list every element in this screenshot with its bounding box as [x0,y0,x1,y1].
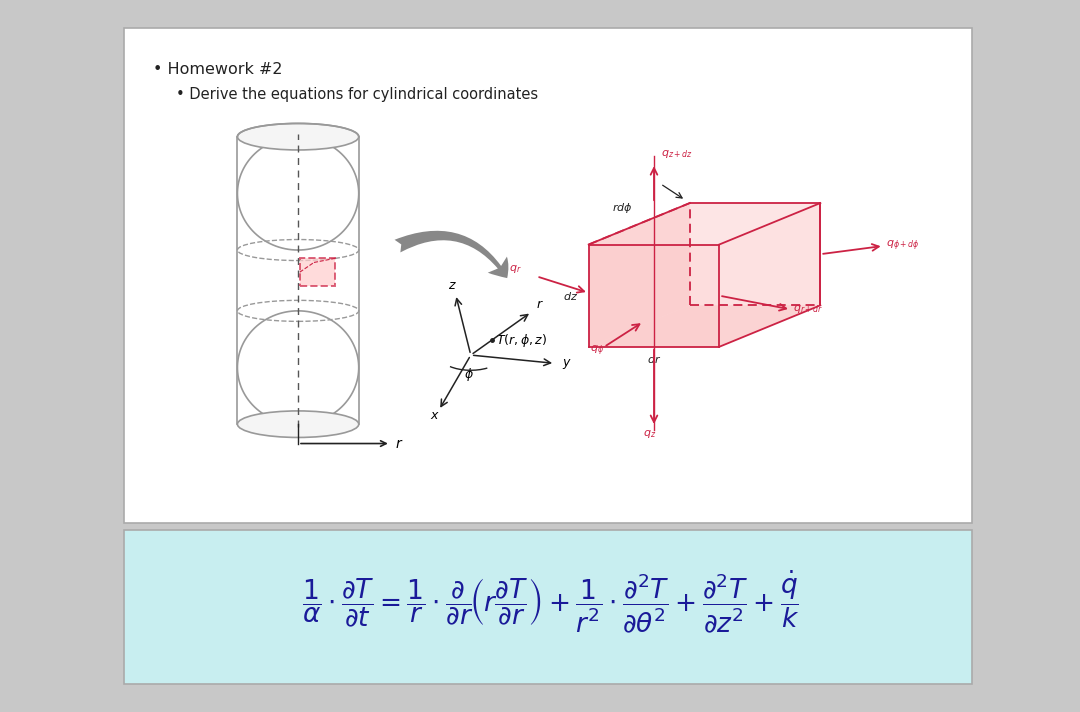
Text: $\phi$: $\phi$ [464,366,474,383]
Text: $z$: $z$ [448,278,457,292]
Text: • Derive the equations for cylindrical coordinates: • Derive the equations for cylindrical c… [176,87,538,102]
Ellipse shape [238,411,359,437]
Text: $r$: $r$ [537,298,544,311]
Text: $dz$: $dz$ [564,290,579,302]
Text: $\dfrac{1}{\alpha} \cdot \dfrac{\partial T}{\partial t} = \dfrac{1}{r} \cdot \df: $\dfrac{1}{\alpha} \cdot \dfrac{\partial… [302,569,799,636]
FancyArrowPatch shape [394,231,509,278]
FancyBboxPatch shape [300,258,335,286]
Text: $q_{r+dr}$: $q_{r+dr}$ [794,303,824,315]
Polygon shape [589,244,719,347]
Text: $T(r,\phi,z)$: $T(r,\phi,z)$ [496,333,548,349]
Polygon shape [719,203,821,347]
Text: $q_\phi$: $q_\phi$ [590,344,604,358]
FancyBboxPatch shape [238,137,359,424]
Text: $q_{z+dz}$: $q_{z+dz}$ [661,148,692,160]
Text: $q_r$: $q_r$ [509,263,522,275]
Text: • Homework #2: • Homework #2 [153,62,283,77]
Polygon shape [589,203,821,244]
Text: $dr$: $dr$ [647,353,661,365]
Text: $y$: $y$ [562,357,571,371]
Text: $r$: $r$ [395,436,403,451]
Text: $q_z$: $q_z$ [644,429,657,440]
Text: $q_{\phi+d\phi}$: $q_{\phi+d\phi}$ [886,239,920,253]
Ellipse shape [238,123,359,150]
Text: $x$: $x$ [431,409,441,422]
Polygon shape [589,305,821,347]
Polygon shape [589,203,690,347]
Text: $rd\phi$: $rd\phi$ [612,201,633,216]
